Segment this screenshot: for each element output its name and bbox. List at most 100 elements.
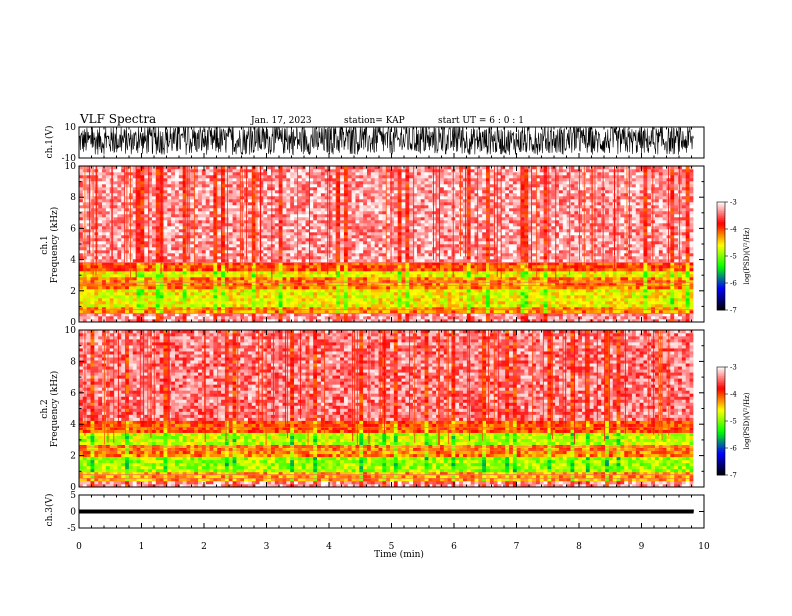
- spectrogram-cell: [144, 199, 148, 202]
- spectrogram-cell: [144, 268, 148, 271]
- spectrogram-cell: [379, 304, 383, 307]
- spectrogram-cell: [163, 268, 167, 271]
- spectrogram-cell: [171, 223, 175, 226]
- spectrogram-cell: [352, 259, 356, 262]
- spectrogram-cell: [279, 316, 283, 319]
- spectrogram-cell: [248, 283, 252, 286]
- spectrogram-cell: [171, 295, 175, 298]
- spectrogram-cell: [106, 286, 110, 289]
- spectrogram-cell: [371, 232, 375, 235]
- spectrogram-cell: [325, 280, 329, 283]
- spectrogram-cell: [267, 280, 271, 283]
- spectrogram-cell: [183, 298, 187, 301]
- spectrogram-cell: [375, 271, 379, 274]
- spectrogram-cell: [156, 220, 160, 223]
- spectrogram-cell: [279, 271, 283, 274]
- spectrogram-cell: [379, 274, 383, 277]
- spectrogram-cell: [409, 274, 413, 277]
- spectrogram-cell: [352, 205, 356, 208]
- spectrogram-cell: [79, 208, 83, 211]
- spectrogram-cell: [213, 283, 217, 286]
- spectrogram-cell: [363, 259, 367, 262]
- spectrogram-cell: [148, 292, 152, 295]
- spectrogram-cell: [409, 286, 413, 289]
- spectrogram-cell: [390, 283, 394, 286]
- spectrogram-cell: [267, 178, 271, 181]
- spectrogram-cell: [194, 280, 198, 283]
- spectrogram-cell: [114, 241, 118, 244]
- spectrogram-cell: [129, 256, 133, 259]
- spectrogram-cell: [309, 256, 313, 259]
- spectrogram-cell: [390, 271, 394, 274]
- spectrogram-cell: [402, 298, 406, 301]
- spectrogram-cell: [263, 292, 267, 295]
- spectrogram-cell: [129, 295, 133, 298]
- spectrogram-cell: [271, 298, 275, 301]
- spectrogram-cell: [348, 202, 352, 205]
- spectrogram-cell: [355, 280, 359, 283]
- spectrogram-cell: [367, 220, 371, 223]
- spectrogram-cell: [87, 274, 91, 277]
- spectrogram-cell: [263, 211, 267, 214]
- spectrogram-cell: [167, 178, 171, 181]
- spectrogram-cell: [187, 196, 191, 199]
- spectrogram-cell: [329, 247, 333, 250]
- spectrogram-cell: [263, 244, 267, 247]
- spectrogram-cell: [367, 295, 371, 298]
- spectrogram-cell: [229, 181, 233, 184]
- spectrogram-cell: [175, 169, 179, 172]
- spectrogram-cell: [340, 178, 344, 181]
- spectrogram-cell: [302, 292, 306, 295]
- spectrogram-cell: [221, 286, 225, 289]
- spectrogram-cell: [210, 250, 214, 253]
- spectrogram-cell: [171, 304, 175, 307]
- spectrogram-cell: [110, 253, 114, 256]
- spectrogram-cell: [363, 250, 367, 253]
- spectrogram-cell: [229, 316, 233, 319]
- spectrogram-cell: [428, 184, 432, 187]
- spectrogram-cell: [213, 169, 217, 172]
- spectrogram-cell: [206, 217, 210, 220]
- spectrogram-cell: [187, 205, 191, 208]
- spectrogram-cell: [405, 187, 409, 190]
- spectrogram-cell: [390, 196, 394, 199]
- spectrogram-cell: [94, 199, 98, 202]
- spectrogram-cell: [371, 205, 375, 208]
- spectrogram-cell: [160, 316, 164, 319]
- spectrogram-cell: [117, 217, 121, 220]
- spectrogram-cell: [98, 277, 102, 280]
- spectrogram-cell: [117, 250, 121, 253]
- spectrogram-cell: [286, 271, 290, 274]
- spectrogram-cell: [355, 250, 359, 253]
- spectrogram-cell: [302, 238, 306, 241]
- spectrogram-cell: [221, 316, 225, 319]
- spectrogram-cell: [140, 187, 144, 190]
- spectrogram-cell: [163, 304, 167, 307]
- spectrogram-cell: [298, 217, 302, 220]
- spectrogram-cell: [344, 265, 348, 268]
- spectrogram-cell: [156, 259, 160, 262]
- spectrogram-cell: [94, 301, 98, 304]
- spectrogram-cell: [428, 244, 432, 247]
- spectrogram-cell: [375, 304, 379, 307]
- spectrogram-cell: [409, 190, 413, 193]
- spectrogram-cell: [394, 181, 398, 184]
- spectrogram-cell: [371, 283, 375, 286]
- spectrogram-cell: [94, 205, 98, 208]
- spectrogram-cell: [290, 250, 294, 253]
- spectrogram-cell: [179, 265, 183, 268]
- spectrogram-cell: [233, 202, 237, 205]
- spectrogram-cell: [355, 265, 359, 268]
- spectrogram-cell: [348, 247, 352, 250]
- spectrogram-cell: [156, 241, 160, 244]
- spectrogram-cell: [213, 208, 217, 211]
- spectrogram-cell: [263, 277, 267, 280]
- spectrogram-cell: [267, 292, 271, 295]
- spectrogram-cell: [137, 232, 141, 235]
- spectrogram-cell: [313, 178, 317, 181]
- spectrogram-cell: [329, 304, 333, 307]
- spectrogram-cell: [279, 298, 283, 301]
- spectrogram-cell: [309, 172, 313, 175]
- spectrogram-cell: [117, 172, 121, 175]
- spectrogram-cell: [321, 250, 325, 253]
